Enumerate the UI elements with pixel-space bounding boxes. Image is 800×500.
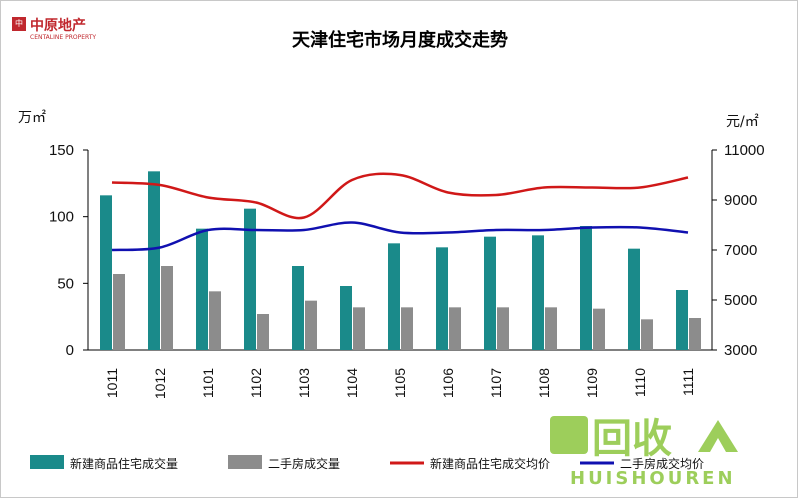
bar-resale-volume <box>545 307 557 350</box>
brand-name: 中原地产 <box>30 18 86 34</box>
bar-new-home-volume <box>388 243 400 350</box>
legend-label: 新建商品住宅成交量 <box>70 456 178 471</box>
bar-new-home-volume <box>532 235 544 350</box>
y-right-tick-label: 5000 <box>724 292 757 309</box>
y-right-unit: 元/㎡ <box>726 114 759 130</box>
legend-label: 二手房成交均价 <box>620 456 704 471</box>
bar-new-home-volume <box>628 248 640 350</box>
line-new-home-price <box>111 172 689 220</box>
y-right-tick-label: 7000 <box>724 242 757 259</box>
y-left-tick-label: 50 <box>57 275 74 292</box>
y-right-tick-label: 3000 <box>724 342 757 359</box>
legend-swatch <box>228 455 262 469</box>
x-tick-label: 1105 <box>392 368 408 398</box>
bar-new-home-volume <box>484 236 496 350</box>
bar-resale-volume <box>449 307 461 350</box>
brand-english-name: CENTALINE PROPERTY <box>30 34 97 41</box>
bar-new-home-volume <box>196 228 208 350</box>
legend-label: 二手房成交量 <box>268 456 340 471</box>
x-tick-label: 1108 <box>536 368 552 398</box>
x-tick-label: 1104 <box>344 368 360 398</box>
x-tick-label: 1109 <box>584 368 600 398</box>
bar-resale-volume <box>641 319 653 350</box>
watermark-main-text: 回收 <box>592 416 672 462</box>
legend-label: 新建商品住宅成交均价 <box>430 456 550 471</box>
watermark-person-icon <box>698 420 738 452</box>
bar-new-home-volume <box>244 208 256 350</box>
bar-new-home-volume <box>100 195 112 350</box>
watermark-badge <box>550 416 588 454</box>
bar-new-home-volume <box>148 171 160 350</box>
y-left-tick-label: 100 <box>49 209 74 226</box>
chart-title: 天津住宅市场月度成交走势 <box>292 30 508 51</box>
bar-resale-volume <box>305 300 317 350</box>
x-tick-label: 1110 <box>632 368 648 397</box>
x-tick-label: 1106 <box>440 368 456 398</box>
x-tick-label: 1012 <box>152 368 168 399</box>
y-right-tick-label: 11000 <box>724 142 765 159</box>
bar-resale-volume <box>257 314 269 350</box>
x-tick-label: 1102 <box>248 368 264 398</box>
bar-resale-volume <box>161 266 173 350</box>
bar-resale-volume <box>497 307 509 350</box>
y-right-tick-label: 9000 <box>724 192 757 209</box>
y-left-unit: 万㎡ <box>18 110 46 126</box>
bar-new-home-volume <box>292 266 304 350</box>
bar-new-home-volume <box>436 247 448 350</box>
watermark-logo: 回收 HUISHOUREN <box>550 416 738 489</box>
brand-logo: 中原 中原地产 CENTALINE PROPERTY <box>12 14 102 48</box>
bar-resale-volume <box>593 308 605 350</box>
x-tick-label: 1101 <box>200 368 216 398</box>
brand-mark-icon: 中原 <box>12 17 26 42</box>
bar-new-home-volume <box>676 290 688 350</box>
bar-new-home-volume <box>580 226 592 350</box>
bar-resale-volume <box>209 291 221 350</box>
bar-resale-volume <box>353 307 365 350</box>
x-tick-label: 1107 <box>488 368 504 398</box>
x-tick-label: 1111 <box>680 368 696 396</box>
y-left-tick-label: 0 <box>66 342 74 359</box>
bar-resale-volume <box>401 307 413 350</box>
bar-resale-volume <box>113 274 125 350</box>
legend-swatch <box>30 455 64 469</box>
x-tick-label: 1011 <box>104 368 120 398</box>
y-left-tick-label: 150 <box>49 142 74 159</box>
bar-resale-volume <box>689 318 701 350</box>
bar-new-home-volume <box>340 286 352 350</box>
line-resale-price <box>111 221 689 252</box>
x-tick-label: 1103 <box>296 368 312 398</box>
watermark-sub-text: HUISHOUREN <box>570 468 736 489</box>
